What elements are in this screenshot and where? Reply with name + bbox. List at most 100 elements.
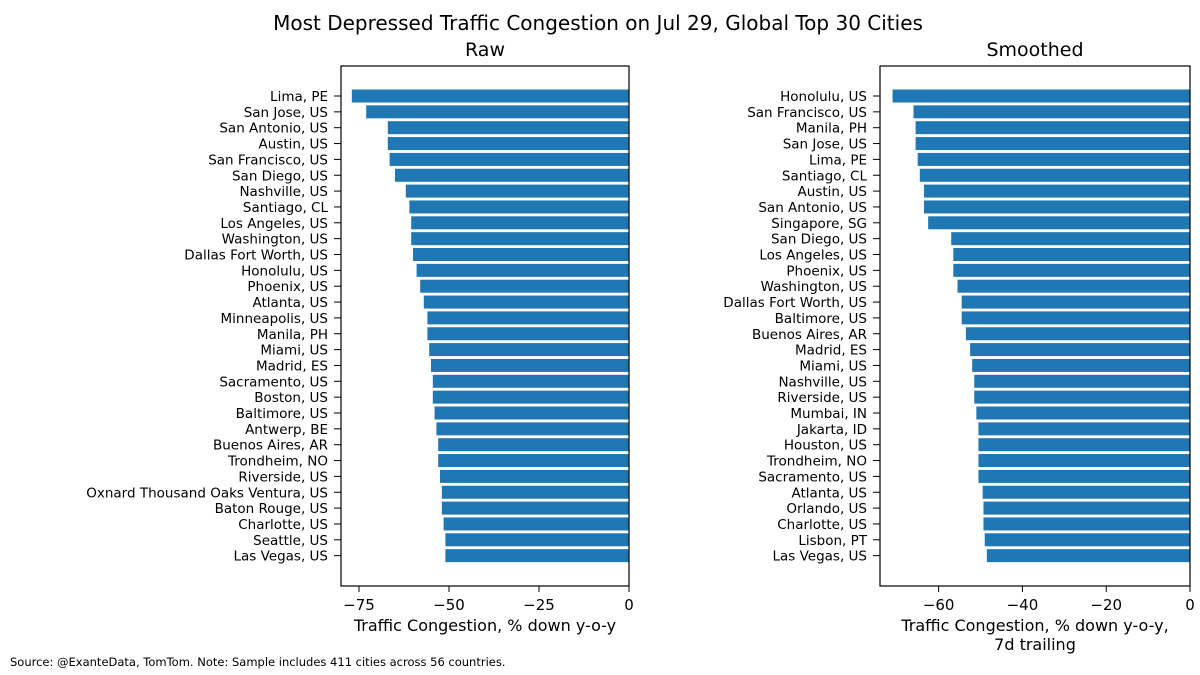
raw-category-label: Minneapolis, US — [221, 311, 329, 327]
smoothed-bar — [974, 374, 1190, 388]
smoothed-category-label: Buenos Aires, AR — [752, 327, 867, 343]
smoothed-bar — [978, 438, 1190, 452]
raw-bar — [440, 469, 629, 483]
smoothed-bar — [953, 248, 1190, 261]
raw-category-label: Sacramento, US — [219, 374, 328, 390]
smoothed-bar — [961, 295, 1190, 309]
smoothed-bar — [957, 279, 1190, 293]
raw-bar — [438, 438, 629, 452]
raw-category-label: Antwerp, BE — [245, 422, 328, 438]
raw-category-label: Charlotte, US — [238, 517, 328, 533]
smoothed-bar — [915, 137, 1190, 151]
raw-category-label: Manila, PH — [257, 327, 328, 343]
raw-category-label: Boston, US — [254, 390, 328, 406]
smoothed-category-label: Lisbon, PT — [798, 533, 867, 549]
smoothed-xtick-label: −20 — [1090, 596, 1122, 614]
smoothed-xaxis-label: Traffic Congestion, % down y-o-y, — [900, 616, 1168, 635]
raw-category-label: Washington, US — [222, 232, 328, 248]
raw-category-label: San Antonio, US — [219, 121, 328, 137]
raw-bar — [427, 327, 629, 341]
raw-category-label: Honolulu, US — [241, 263, 328, 279]
raw-category-label: Miami, US — [260, 343, 328, 359]
smoothed-category-label: San Antonio, US — [758, 200, 867, 216]
smoothed-bar — [978, 422, 1190, 436]
raw-category-label: San Francisco, US — [208, 152, 328, 168]
smoothed-bar — [983, 517, 1190, 531]
raw-category-label: Dallas Fort Worth, US — [184, 248, 328, 264]
smoothed-bar — [915, 121, 1190, 135]
raw-xaxis-label: Traffic Congestion, % down y-o-y — [353, 616, 616, 635]
raw-category-label: Phoenix, US — [247, 279, 328, 295]
smoothed-category-label: Austin, US — [798, 184, 867, 200]
smoothed-bar — [961, 311, 1190, 325]
smoothed-category-label: Las Vegas, US — [772, 549, 867, 565]
raw-bar — [443, 517, 629, 531]
smoothed-category-label: Jakarta, ID — [796, 422, 867, 438]
raw-xtick-label: −25 — [523, 596, 555, 614]
raw-category-label: Buenos Aires, AR — [213, 438, 328, 454]
smoothed-bar — [913, 105, 1190, 119]
raw-category-label: Lima, PE — [270, 89, 328, 105]
raw-bar — [389, 152, 629, 166]
raw-bar — [416, 263, 629, 277]
smoothed-bar — [928, 216, 1190, 230]
raw-category-label: Madrid, ES — [256, 358, 328, 374]
raw-xtick-label: 0 — [624, 596, 634, 614]
raw-bar — [366, 105, 629, 119]
smoothed-bar — [953, 263, 1190, 277]
smoothed-category-label: Santiago, CL — [782, 168, 868, 184]
raw-bar — [423, 295, 629, 309]
raw-bar — [438, 454, 629, 468]
raw-bar — [411, 216, 629, 230]
smoothed-bar — [978, 469, 1190, 483]
smoothed-bar — [892, 89, 1190, 103]
smoothed-subplot-title: Smoothed — [986, 39, 1083, 61]
smoothed-category-label: Manila, PH — [796, 121, 867, 137]
smoothed-bar — [978, 454, 1190, 468]
smoothed-xtick-label: 0 — [1185, 596, 1195, 614]
smoothed-category-label: Riverside, US — [777, 390, 867, 406]
smoothed-category-label: San Francisco, US — [747, 105, 867, 121]
raw-bar — [413, 248, 629, 261]
smoothed-xtick-label: −40 — [1007, 596, 1039, 614]
smoothed-category-label: Atlanta, US — [792, 485, 867, 501]
smoothed-bar — [986, 549, 1190, 563]
smoothed-xaxis-label-line2: 7d trailing — [994, 635, 1076, 654]
smoothed-category-label: Singapore, SG — [771, 216, 867, 232]
raw-bar — [441, 485, 629, 499]
smoothed-category-label: Lima, PE — [809, 152, 867, 168]
smoothed-category-label: San Jose, US — [783, 137, 867, 153]
raw-bar — [409, 200, 629, 214]
raw-category-label: Baltimore, US — [236, 406, 328, 422]
source-note: Source: @ExanteData, TomTom. Note: Sampl… — [10, 655, 506, 669]
smoothed-category-label: Sacramento, US — [758, 469, 867, 485]
raw-bar — [434, 406, 629, 420]
smoothed-category-label: Nashville, US — [778, 374, 867, 390]
smoothed-axes-frame — [879, 65, 1191, 587]
raw-category-label: Baton Rouge, US — [215, 501, 328, 517]
raw-bar — [387, 121, 629, 135]
smoothed-category-label: Charlotte, US — [777, 517, 867, 533]
smoothed-category-label: Dallas Fort Worth, US — [723, 295, 867, 311]
raw-category-label: Seattle, US — [253, 533, 328, 549]
raw-bar — [436, 422, 629, 436]
smoothed-category-label: Mumbai, IN — [790, 406, 867, 422]
raw-axes-frame — [340, 65, 630, 587]
smoothed-category-label: Miami, US — [799, 358, 867, 374]
smoothed-category-label: Honolulu, US — [780, 89, 867, 105]
raw-bar — [432, 374, 629, 388]
smoothed-bar — [983, 501, 1190, 515]
raw-category-label: Riverside, US — [238, 469, 328, 485]
smoothed-category-label: San Diego, US — [771, 232, 867, 248]
raw-category-label: Trondheim, NO — [227, 454, 328, 470]
raw-bar — [431, 358, 629, 372]
smoothed-xtick-label: −60 — [923, 596, 955, 614]
raw-category-label: San Diego, US — [232, 168, 328, 184]
smoothed-bar — [923, 184, 1190, 198]
raw-xtick-label: −75 — [343, 596, 375, 614]
raw-bar — [420, 279, 629, 293]
raw-subplot-title: Raw — [465, 39, 505, 61]
smoothed-bar — [965, 327, 1190, 341]
